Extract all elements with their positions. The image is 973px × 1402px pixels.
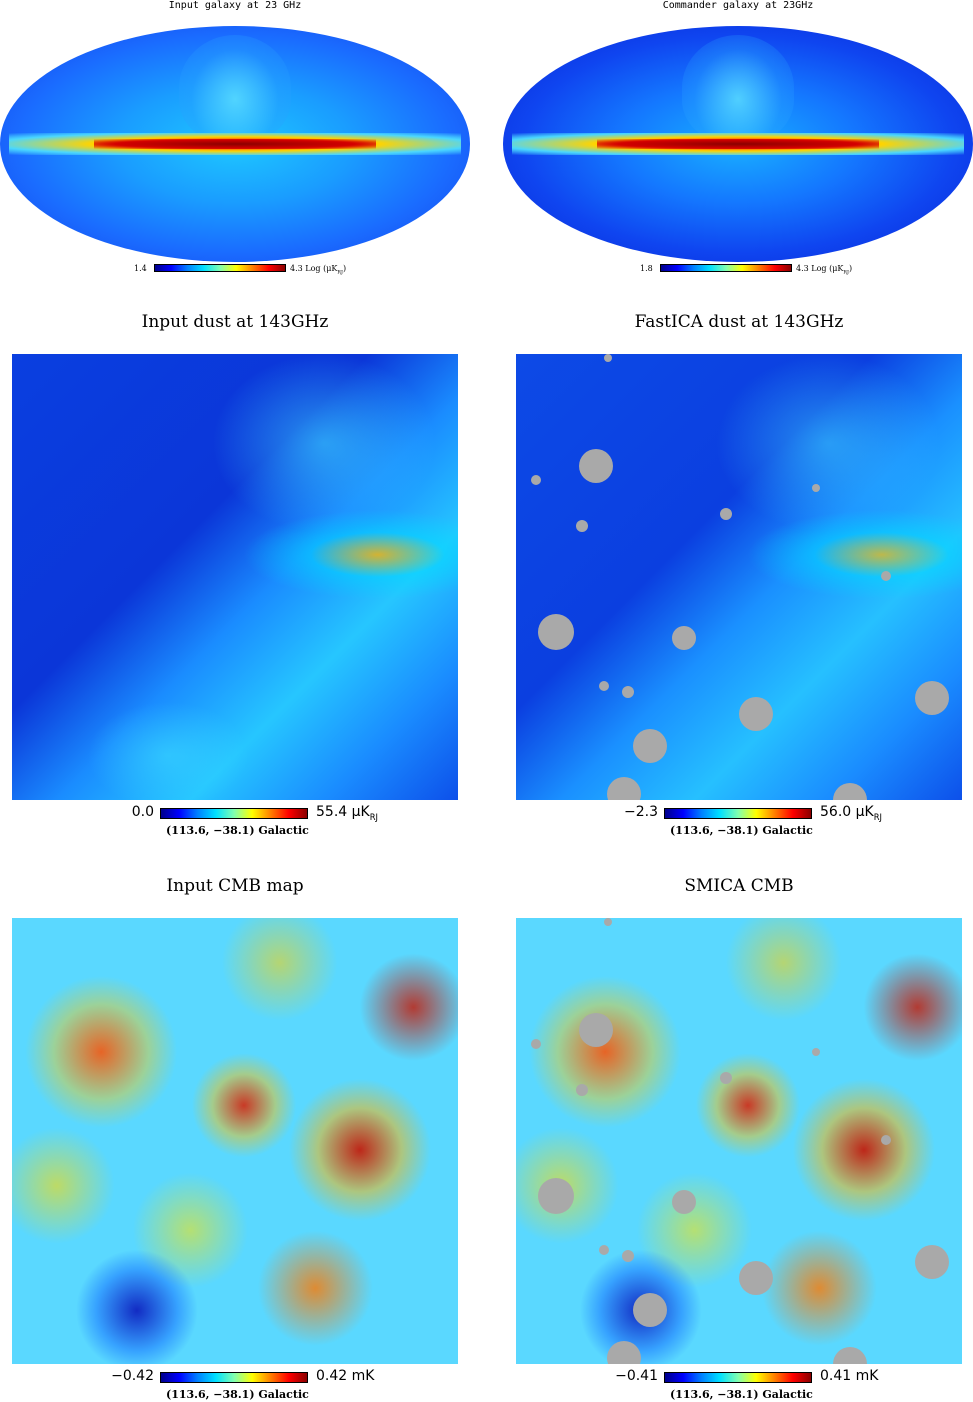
mask-hole: [622, 1250, 634, 1262]
dust-input-cmin: 0.0: [131, 804, 154, 820]
dust-input-title: Input dust at 143GHz: [141, 312, 329, 332]
mask-hole: [915, 1245, 949, 1279]
mask-hole: [599, 1245, 609, 1255]
dust-fastica-map: [516, 354, 962, 800]
mask-hole: [538, 1178, 574, 1214]
dust-fastica-colorbar: [664, 808, 812, 819]
cmb-smica-colorbar: [664, 1372, 812, 1383]
galaxy-input-colorbar: [154, 264, 286, 272]
galaxy-commander-colorbar: [660, 264, 792, 272]
mask-hole: [739, 1261, 773, 1295]
cmb-input-cmax: 0.42 mK: [316, 1368, 375, 1384]
mask-hole: [739, 697, 773, 731]
cmb-input-map: [12, 918, 458, 1364]
mask-hole: [607, 1341, 641, 1364]
mask-hole: [720, 1072, 732, 1084]
mask-hole: [720, 508, 732, 520]
galaxy-commander-cmax-unit: 4.3 Log (μKRJ): [796, 264, 853, 276]
dust-input-colorbar: [160, 808, 308, 819]
cmb-input-title: Input CMB map: [166, 876, 304, 896]
mask-hole: [604, 354, 612, 362]
cmb-smica-cmin: −0.41: [615, 1368, 658, 1384]
mask-hole: [812, 484, 820, 492]
mask-hole: [607, 777, 641, 800]
mask-hole: [531, 475, 541, 485]
mask-hole: [531, 1039, 541, 1049]
cmb-input-coords: (113.6, −38.1) Galactic: [166, 1388, 309, 1401]
mask-hole: [579, 449, 613, 483]
mask-hole: [579, 1013, 613, 1047]
cmb-smica-title: SMICA CMB: [684, 876, 794, 896]
galaxy-input-map: [0, 26, 470, 262]
dust-input-cmax-unit: 55.4 μKRJ: [316, 804, 379, 822]
galaxy-input-cmax-unit: 4.3 Log (μKRJ): [290, 264, 347, 276]
cmb-input-colorbar: [160, 1372, 308, 1383]
cmb-smica-coords: (113.6, −38.1) Galactic: [670, 1388, 813, 1401]
cmb-smica-cmax: 0.41 mK: [820, 1368, 879, 1384]
mask-hole: [604, 918, 612, 926]
cmb-input-cmin: −0.42: [111, 1368, 154, 1384]
mask-hole: [672, 1190, 696, 1214]
mask-hole: [833, 783, 867, 800]
dust-input-coords: (113.6, −38.1) Galactic: [166, 824, 309, 837]
dust-fastica-title: FastICA dust at 143GHz: [634, 312, 844, 332]
dust-fastica-coords: (113.6, −38.1) Galactic: [670, 824, 813, 837]
mask-hole: [633, 1293, 667, 1327]
mask-hole: [881, 1135, 891, 1145]
mask-hole: [833, 1347, 867, 1364]
cmb-smica-map: [516, 918, 962, 1364]
dust-input-map: [12, 354, 458, 800]
dust-fastica-cmax-unit: 56.0 μKRJ: [820, 804, 883, 822]
mask-hole: [622, 686, 634, 698]
mask-hole: [915, 681, 949, 715]
galaxy-input-title: Input galaxy at 23 GHz: [168, 0, 302, 11]
galaxy-commander-title: Commander galaxy at 23GHz: [662, 0, 814, 11]
galaxy-commander-cmin: 1.8: [640, 264, 653, 273]
mask-hole: [576, 1084, 588, 1096]
mask-hole: [599, 681, 609, 691]
galaxy-input-cmin: 1.4: [134, 264, 147, 273]
mask-hole: [576, 520, 588, 532]
dust-fastica-cmin: −2.3: [624, 804, 658, 820]
mask-hole: [633, 729, 667, 763]
galaxy-commander-map: [503, 26, 973, 262]
mask-hole: [812, 1048, 820, 1056]
mask-hole: [672, 626, 696, 650]
mask-hole: [881, 571, 891, 581]
mask-hole: [538, 614, 574, 650]
